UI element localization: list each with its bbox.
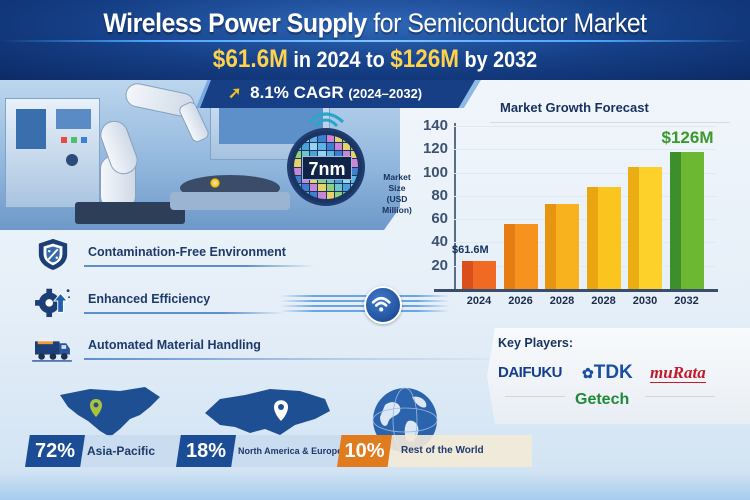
footer-glow <box>0 470 750 500</box>
feature-label: Enhanced Efficiency <box>88 292 211 306</box>
bar-2032 <box>669 151 704 289</box>
y-tick-label: 120 <box>422 140 448 158</box>
region-rest-of-world: 10% Rest of the World <box>337 435 532 467</box>
gridline <box>454 219 716 221</box>
x-tick-label: 2030 <box>632 295 658 307</box>
title-main: Wireless Power Supply <box>103 8 367 38</box>
gridline <box>454 149 716 151</box>
y-tick-label: 100 <box>422 163 448 181</box>
truck-icon <box>32 337 72 362</box>
ylabel-line: (USD Million) <box>382 194 412 215</box>
laser-spark <box>210 178 220 188</box>
x-tick-label: 2026 <box>508 295 533 307</box>
cagr-band <box>200 80 475 108</box>
x-tick-label: 2028 <box>549 295 575 307</box>
x-axis <box>434 289 718 292</box>
y-tick-label: 140 <box>422 117 448 134</box>
region-name: Rest of the World <box>401 445 484 456</box>
region-name-bg <box>387 435 532 467</box>
gear-arrow-icon <box>35 288 70 318</box>
logo-tdk: ✿TDK <box>582 362 633 384</box>
robot-base-platform <box>75 202 185 224</box>
chart-title: Market Growth Forecast <box>500 100 649 115</box>
region-percent: 72% <box>25 435 85 467</box>
semiconductor-wafer: 7nm <box>287 128 365 206</box>
gridline <box>454 265 716 267</box>
gridline <box>454 126 716 127</box>
cagr-value: 8.1% CAGR <box>250 83 344 102</box>
region-name: Asia-Pacific <box>87 444 156 458</box>
gridline <box>454 172 716 174</box>
bar-2028 <box>545 204 579 289</box>
region-name-bg <box>75 435 193 467</box>
annotation-2032: $126M <box>661 127 714 147</box>
bar-2026 <box>503 223 538 289</box>
ylabel-line: Market <box>383 172 411 182</box>
header-divider <box>0 40 750 42</box>
x-tick-label: 2024 <box>466 295 492 307</box>
logo-daifuku: DAIFUKU <box>498 364 563 381</box>
key-players-title: Key Players: <box>498 336 574 350</box>
page-title: Wireless Power Supply for Semiconductor … <box>30 8 720 39</box>
region-percent: 10% <box>337 435 392 467</box>
tdk-emblem-icon: ✿ <box>582 365 594 381</box>
bar-2024 <box>462 261 496 289</box>
start-value: $61.6M <box>212 45 288 73</box>
logo-murata: muRata <box>650 363 706 383</box>
y-axis <box>454 123 456 289</box>
chart-y-axis-label: Market Size (USD Million) <box>372 172 422 216</box>
y-tick-label: 40 <box>431 233 448 251</box>
node-size-label: 7nm <box>302 156 352 180</box>
header-banner: Wireless Power Supply for Semiconductor … <box>0 0 750 80</box>
annotation-2024: $61.6M <box>452 244 489 257</box>
gridline <box>454 242 716 244</box>
gridline <box>454 195 716 197</box>
shield-icon <box>38 238 68 271</box>
region-percent: 18% <box>176 435 236 467</box>
bar-2028 <box>586 186 621 289</box>
feature-label: Contamination-Free Environment <box>88 245 286 259</box>
region-asia-pacific: 72% Asia-Pacific <box>25 435 193 467</box>
subtitle-end: by 2032 <box>464 47 538 72</box>
north-america-map-icon <box>60 387 160 437</box>
wifi-icon <box>364 286 402 324</box>
feature-underline <box>84 312 284 314</box>
logo-getech: Getech <box>575 391 630 408</box>
region-name: North America & Europe <box>238 446 343 456</box>
x-tick-label: 2028 <box>591 295 616 307</box>
feature-underline <box>84 265 314 267</box>
divider <box>645 396 715 397</box>
cagr-label: ➚ 8.1% CAGR (2024–2032) <box>228 83 422 103</box>
y-tick-label: 60 <box>431 210 448 228</box>
y-tick-label: 20 <box>431 256 448 274</box>
bar-2030 <box>628 166 662 289</box>
y-tick-label: 80 <box>431 186 448 204</box>
divider <box>505 396 565 397</box>
end-value: $126M <box>390 45 460 73</box>
subtitle-mid: in 2024 to <box>293 47 385 72</box>
region-north-america-europe: 18% North America & Europe <box>176 435 376 467</box>
title-secondary: for Semiconductor Market <box>373 8 647 38</box>
control-cabinet <box>5 98 100 208</box>
tdk-text: TDK <box>593 362 633 383</box>
key-players-panel <box>487 328 750 424</box>
x-tick-label: 2032 <box>674 295 699 307</box>
growth-arrow-icon: ➚ <box>228 85 242 102</box>
market-size-subtitle: $61.6M in 2024 to $126M by 2032 <box>38 45 713 74</box>
feature-underline <box>84 358 514 360</box>
feature-label: Automated Material Handling <box>88 338 261 352</box>
chart-title-divider <box>490 122 730 123</box>
cagr-years: (2024–2032) <box>348 86 423 101</box>
market-growth-bar-chart: 20 40 60 80 100 120 140 2024 2026 2028 2028 2030 203… <box>420 115 720 310</box>
ylabel-line: Size <box>388 183 406 193</box>
eurasia-map-icon <box>205 389 330 435</box>
